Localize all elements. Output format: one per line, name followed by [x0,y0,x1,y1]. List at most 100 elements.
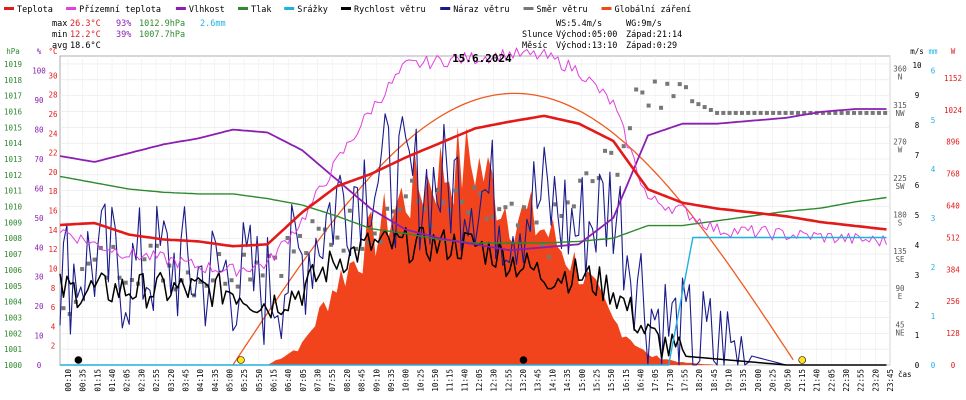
wind-dir-point [142,257,147,262]
wind-dir-point [329,242,334,247]
degc-axis-tick: 8 [51,284,56,293]
dir-axis-tick: 90 [895,284,905,293]
x-tick-label: 12:55 [504,369,513,392]
mm-axis-tick: 4 [931,165,936,174]
wind-dir-point [752,110,757,115]
wind-dir-point [547,254,552,259]
wind-dir-point [584,171,589,176]
wind-dir-point [478,191,483,196]
stat-max-temp: 26.3°C [70,19,101,29]
x-tick-label: 21:40 [813,369,822,392]
wind-dir-point [708,107,713,112]
wind-dir-point [235,284,240,289]
stat-min-hum: 39% [116,30,131,40]
wind-dir-point [609,150,614,155]
wind-dir-point [845,110,850,115]
wind-dir-point [796,110,801,115]
wind-dir-point [509,201,514,206]
mm-axis-unit: mm [928,47,938,56]
wind-speed-line [59,226,887,366]
dir-axis-tick: 180 [893,211,907,220]
degc-axis-tick: 20 [48,168,58,177]
hpa-axis-tick: 1009 [4,218,22,227]
rain-line [60,236,887,366]
x-tick-label: 08:45 [358,369,367,392]
info-sun-set: Západ:21:14 [626,30,682,40]
dir-axis-label: E [898,292,903,301]
wind-dir-point [864,110,869,115]
degc-axis-unit: °C [48,47,57,56]
legend-swatch [440,7,451,10]
wind-dir-point [665,81,670,86]
legend-swatch [4,7,14,10]
legend-label: Přízemní teplota [79,5,161,15]
ms-axis-tick: 2 [915,301,920,310]
dir-axis-label: W [898,145,903,154]
wind-dir-point [123,280,128,285]
wind-dir-point [61,306,66,311]
wind-dir-point [777,110,782,115]
x-tick-label: 04:10 [196,369,205,392]
wind-dir-point [316,226,321,231]
x-tick-label: 20:25 [769,369,778,392]
wind-dir-point [80,267,85,272]
x-tick-label: 05:50 [255,369,264,392]
degc-axis-tick: 22 [48,149,57,158]
pct-axis-tick: 90 [34,96,44,105]
pct-axis-tick: 80 [34,126,44,135]
stat-min-label: min [52,30,67,40]
temperature-line [59,114,887,248]
legend-swatch [523,7,534,10]
wind-dir-point [410,178,415,183]
x-tick-label: 15:25 [592,369,601,392]
wind-dir-point [515,223,520,228]
dir-axis-tick: 360 [893,64,907,73]
w-axis-tick: 768 [946,170,960,179]
wind-dir-point [260,273,265,278]
wind-dir-point [210,278,215,283]
wind-dir-point [472,185,477,190]
legend-label: Srážky [297,5,328,15]
hpa-axis-tick: 1014 [4,139,23,148]
degc-axis-tick: 26 [48,110,58,119]
legend: Teplota Přízemní teplota Vlhkost Tlak Srážky… [4,5,691,15]
wind-dir-point [198,279,203,284]
x-tick-label: 14:10 [548,369,557,392]
wind-dir-point [241,252,246,257]
wind-dir-point [827,110,832,115]
pct-axis-tick: 30 [34,273,44,282]
legend-swatch [601,7,612,10]
stat-max-label: max [52,19,67,29]
x-tick-label: 17:05 [651,369,660,392]
x-tick-label: 02:05 [123,369,132,392]
wind-dir-point [783,110,788,115]
x-tick-label: 17:55 [681,369,690,392]
degc-axis-tick: 24 [48,129,58,138]
pressure-line [59,175,887,244]
sun-rise-marker [237,356,245,364]
x-tick-label: 20:00 [754,369,763,392]
wind-dir-point [434,187,439,192]
wind-dir-point [820,110,825,115]
ground-temp-line [59,47,887,277]
x-tick-label: 13:20 [519,369,528,392]
legend-swatch [175,7,186,10]
degc-axis-tick: 12 [48,245,57,254]
wind-dir-point [453,188,458,193]
degc-axis-tick: 4 [51,322,56,331]
stat-rain-total: 2.6mm [200,19,226,29]
dir-axis-tick: 225 [893,174,907,183]
x-tick-label: 22:05 [827,369,836,392]
hpa-axis-tick: 1016 [4,107,23,116]
wind-dir-point [659,105,664,110]
wind-dir-point [204,283,209,288]
wind-dir-point [702,105,707,110]
legend-label: Vlhkost [189,5,225,15]
x-tick-label: 10:50 [431,369,440,392]
stat-avg-label: avg [52,41,67,51]
x-tick-label: 12:05 [475,369,484,392]
hpa-axis-tick: 1005 [4,282,22,291]
w-axis-tick: 128 [946,329,960,338]
wind-dir-point [839,110,844,115]
wind-dir-point [621,144,626,149]
